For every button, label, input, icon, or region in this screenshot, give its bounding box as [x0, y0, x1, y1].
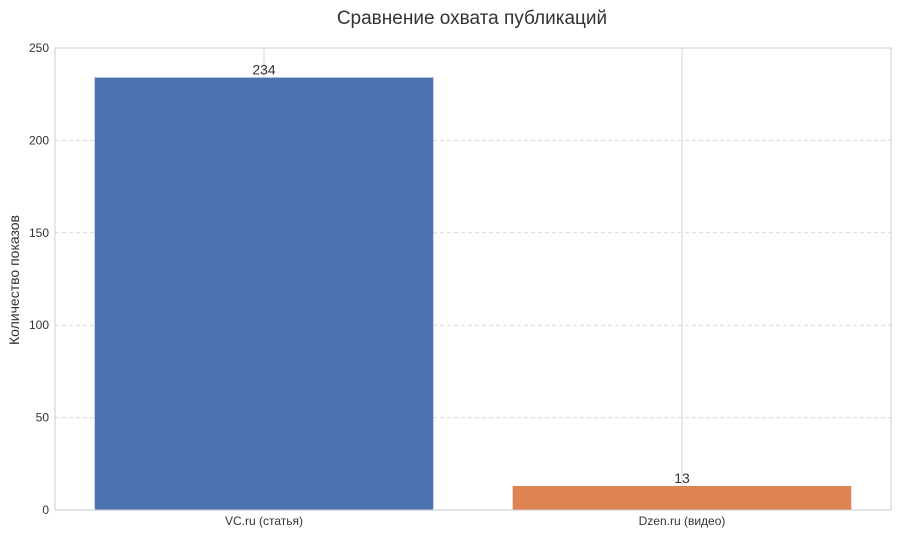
bar	[94, 77, 434, 511]
y-tick-label: 250	[29, 41, 49, 55]
y-tick-label: 150	[29, 226, 49, 240]
x-tick-label: Dzen.ru (видео)	[639, 514, 726, 528]
y-axis-label: Количество показов	[6, 215, 22, 345]
y-tick-label: 100	[29, 318, 49, 332]
bar-value-label: 234	[252, 62, 276, 78]
bars	[94, 77, 852, 511]
plot-frame	[54, 47, 892, 511]
x-tick-label: VC.ru (статья)	[225, 514, 303, 528]
y-tick-label: 0	[42, 503, 49, 517]
chart-title: Сравнение охвата публикаций	[337, 8, 607, 29]
tick-labels: 0 50 100 150 200 250 VC.ru (статья) Dzen.ru (ви…	[29, 41, 725, 528]
data-labels: 234 13	[252, 62, 690, 486]
y-tick-label: 50	[36, 411, 50, 425]
bar-value-label: 13	[674, 470, 690, 486]
bar	[512, 485, 852, 510]
y-tick-label: 200	[29, 133, 49, 147]
